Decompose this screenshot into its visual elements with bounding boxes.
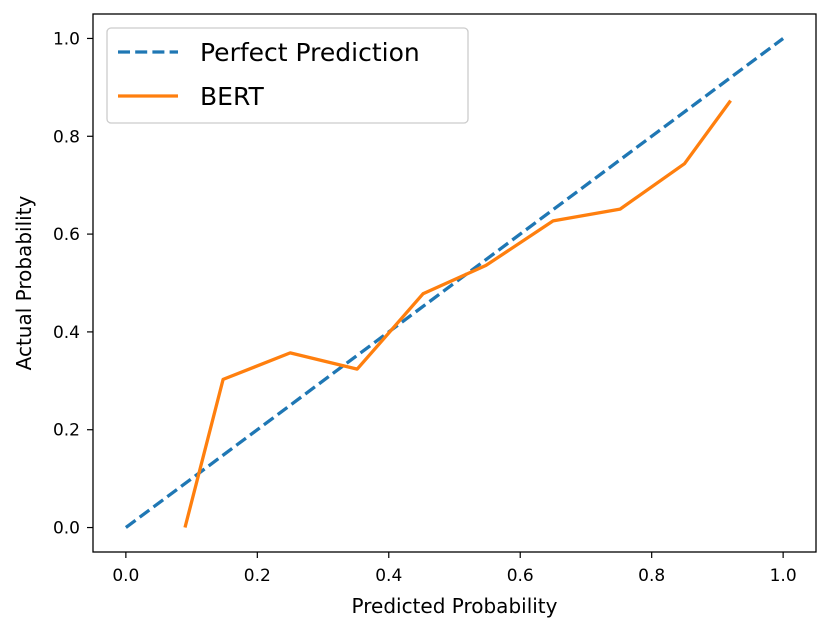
legend-label-perfect-prediction: Perfect Prediction [200,38,420,67]
x-tick-label: 0.8 [638,566,665,586]
legend: Perfect Prediction BERT [106,27,469,124]
y-axis: 0.0 0.2 0.4 0.6 0.8 1.0 [53,29,93,539]
x-tick-label: 0.4 [375,566,402,586]
y-tick-label: 0.0 [53,519,80,539]
y-tick-label: 0.2 [53,421,80,441]
series-line-bert [183,99,732,528]
series-line-perfect-prediction [124,37,785,529]
series-layer [124,37,785,529]
x-tick-label: 0.0 [112,566,139,586]
y-tick-label: 0.8 [53,127,80,147]
legend-box [106,27,469,124]
x-axis: 0.0 0.2 0.4 0.6 0.8 1.0 [112,552,797,586]
y-tick-label: 0.6 [53,225,80,245]
legend-label-bert: BERT [200,82,264,111]
x-tick-label: 0.2 [244,566,271,586]
y-tick-label: 0.4 [53,323,80,343]
plot-frame [92,13,817,553]
y-tick-label: 1.0 [53,29,80,49]
x-tick-label: 1.0 [770,566,797,586]
x-tick-label: 0.6 [507,566,534,586]
y-axis-label: Actual Probability [12,195,36,370]
x-axis-label: Predicted Probability [352,594,558,618]
